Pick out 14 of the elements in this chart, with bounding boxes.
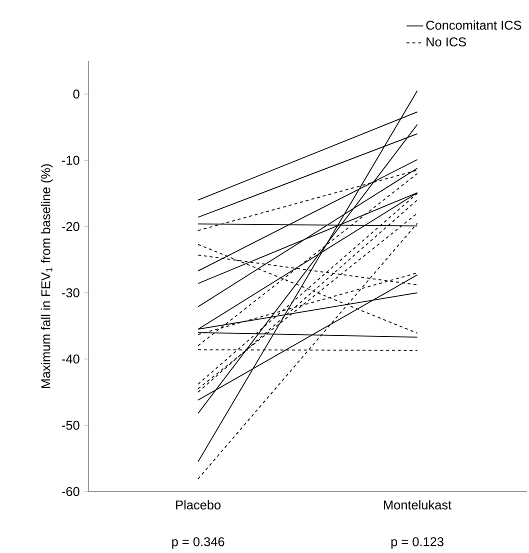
y-tick-label: -10: [62, 156, 80, 165]
y-tick-label: -50: [62, 420, 80, 430]
x-tick-label: Montelukast: [384, 500, 452, 510]
y-tick-label: -40: [62, 354, 80, 364]
text: p = 0.123: [391, 537, 444, 549]
y-tick-label: -60: [62, 486, 80, 496]
x-tick-label: Placebo: [176, 500, 221, 510]
y-tick-label: 0: [73, 90, 80, 99]
y-axis-title: Maximum fall in FEV$_{1}$ from baseline (%): [40, 164, 53, 388]
y-tick-label: -20: [62, 222, 80, 232]
y-tick-label: -30: [62, 288, 80, 298]
legend-label: Concomitant ICS: [426, 20, 522, 30]
text: p = 0.346: [172, 537, 224, 549]
legend-label: No ICS: [426, 37, 466, 46]
